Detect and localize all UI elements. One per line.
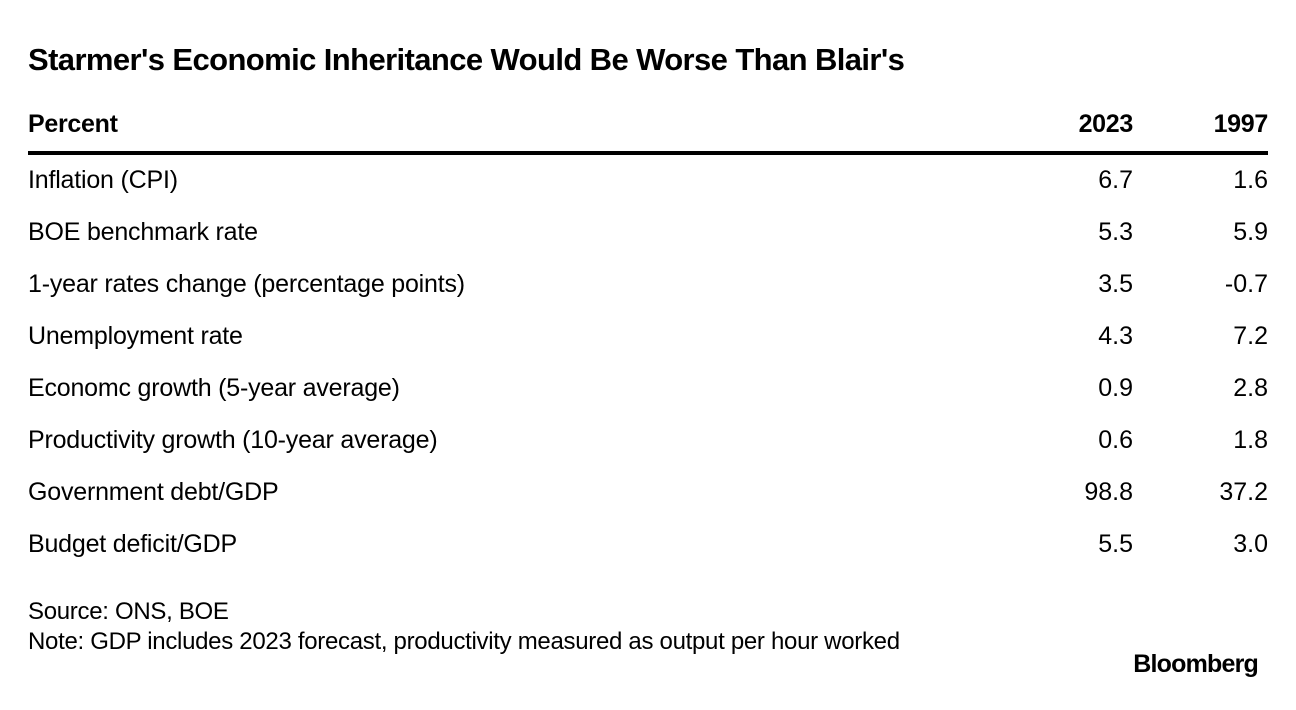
row-label: Productivity growth (10-year average)	[28, 426, 438, 454]
table-row: Economc growth (5-year average) 0.9 2.8	[28, 362, 1268, 414]
column-header-1997: 1997	[1213, 110, 1269, 138]
table-row: Unemployment rate 4.3 7.2	[28, 310, 1268, 362]
note-text: Note: GDP includes 2023 forecast, produc…	[28, 628, 900, 655]
cell-1997: 1.6	[1233, 166, 1268, 194]
cell-2023: 6.7	[1098, 166, 1133, 194]
footnotes: Source: ONS, BOE Note: GDP includes 2023…	[28, 597, 968, 657]
cell-2023: 0.6	[1098, 426, 1133, 454]
cell-1997: 37.2	[1219, 478, 1268, 506]
cell-2023: 5.5	[1098, 530, 1133, 558]
cell-2023: 98.8	[1084, 478, 1133, 506]
bloomberg-logo: Bloomberg	[1133, 650, 1259, 678]
table-row: Budget deficit/GDP 5.5 3.0	[28, 518, 1268, 570]
row-label: Unemployment rate	[28, 322, 243, 350]
row-label: Economc growth (5-year average)	[28, 374, 400, 402]
cell-2023: 3.5	[1098, 270, 1133, 298]
cell-1997: -0.7	[1224, 270, 1268, 298]
cell-1997: 2.8	[1233, 374, 1268, 402]
row-label: Government debt/GDP	[28, 478, 279, 506]
chart-title: Starmer's Economic Inheritance Would Be …	[28, 42, 905, 77]
row-label: 1-year rates change (percentage points)	[28, 270, 465, 298]
table-row: BOE benchmark rate 5.3 5.9	[28, 206, 1268, 258]
cell-1997: 5.9	[1233, 218, 1268, 246]
row-label: Budget deficit/GDP	[28, 530, 238, 558]
row-label: Inflation (CPI)	[28, 166, 178, 194]
cell-2023: 0.9	[1098, 374, 1133, 402]
row-label: BOE benchmark rate	[28, 218, 258, 246]
cell-1997: 1.8	[1233, 426, 1268, 454]
table-row: Inflation (CPI) 6.7 1.6	[28, 154, 1268, 206]
cell-1997: 3.0	[1233, 530, 1268, 558]
source-note: Source: ONS, BOE	[28, 598, 229, 625]
table-row: Government debt/GDP 98.8 37.2	[28, 466, 1268, 518]
unit-header: Percent	[28, 110, 118, 138]
cell-1997: 7.2	[1233, 322, 1268, 350]
cell-2023: 4.3	[1098, 322, 1133, 350]
column-header-2023: 2023	[1078, 110, 1134, 138]
header-rule	[28, 151, 1268, 155]
table-row: 1-year rates change (percentage points) 3…	[28, 258, 1268, 310]
table-row: Productivity growth (10-year average) 0.6…	[28, 414, 1268, 466]
cell-2023: 5.3	[1098, 218, 1133, 246]
